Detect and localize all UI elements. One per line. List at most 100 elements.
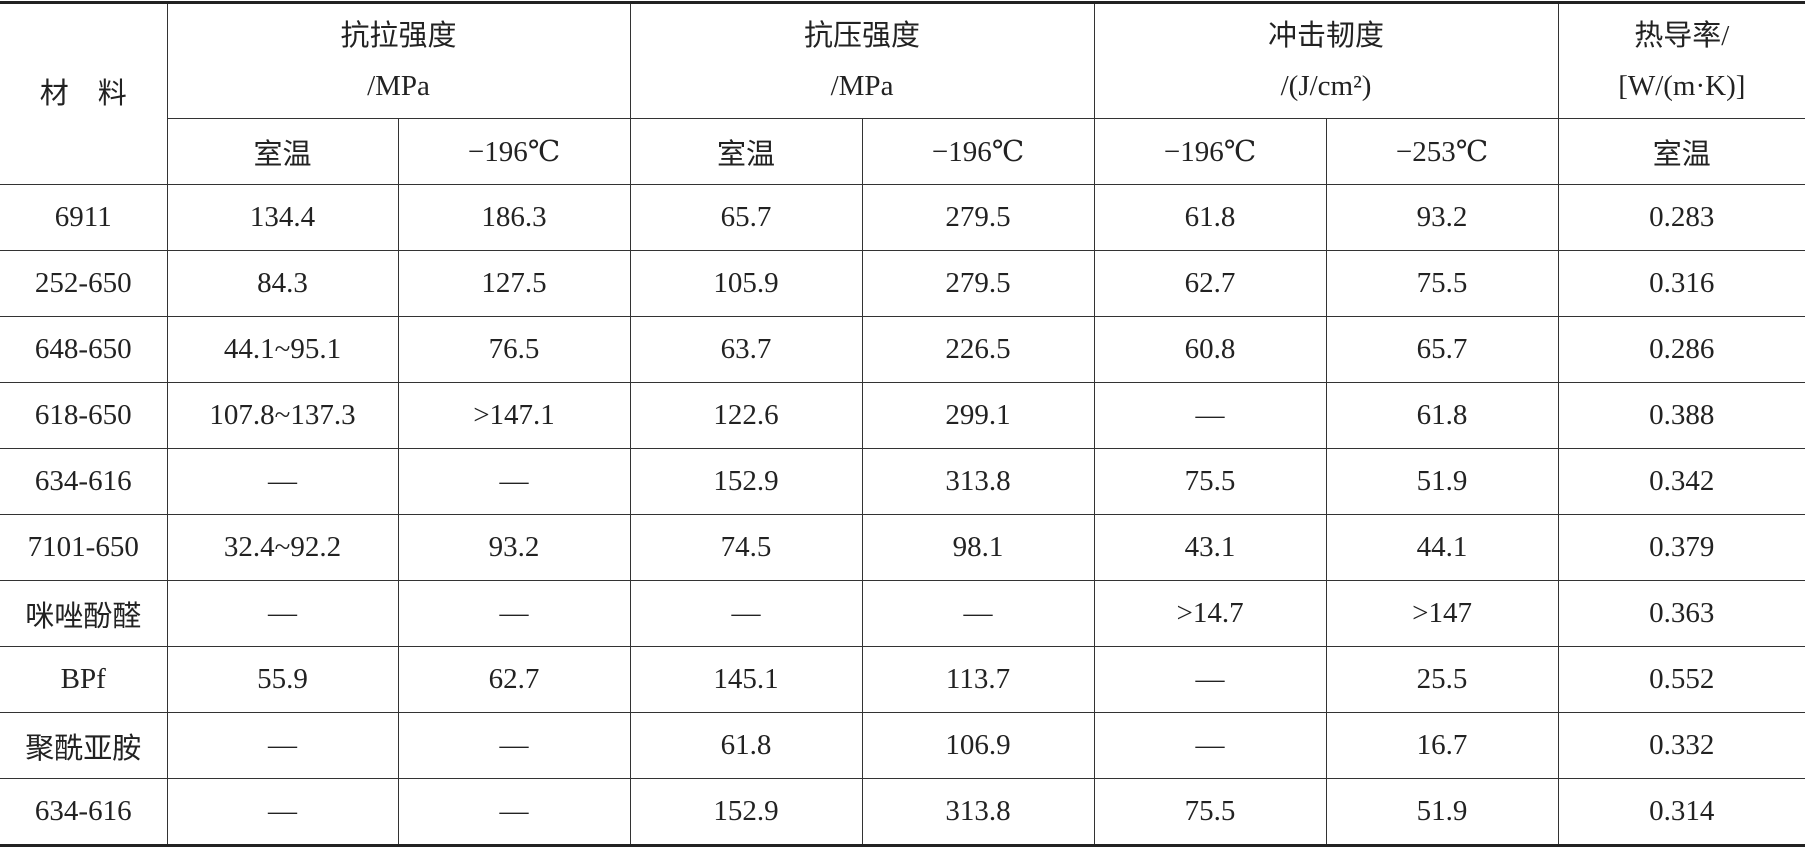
value-cell: 44.1~95.1 <box>166 316 399 383</box>
value-cell: 75.5 <box>1325 250 1559 317</box>
table-body: 6911 134.4 186.3 65.7 279.5 61.8 93.2 0.283 252-… <box>0 184 1805 847</box>
value-cell: 93.2 <box>397 514 631 581</box>
table-row: 咪唑酚醛 — — — — >14.7 >147 0.363 <box>0 580 1805 647</box>
value-cell: 0.363 <box>1557 580 1805 647</box>
value-cell: 106.9 <box>861 712 1095 779</box>
material-name: 6911 <box>0 184 168 251</box>
value-cell: 186.3 <box>397 184 631 251</box>
group-title: 抗压强度 <box>804 20 921 52</box>
table-row: 634-616— —152.9 313.8 75.5 51.9 0.342 <box>0 448 1805 515</box>
value-cell: 279.5 <box>861 184 1095 251</box>
material-name: BPf <box>0 646 168 713</box>
subheader: 室温 <box>1557 118 1805 185</box>
subheader-row: 室温 −196℃ 室温 −196℃ −196℃ −253℃ 室温 <box>0 118 1805 185</box>
table-row: 6911 134.4 186.3 65.7 279.5 61.8 93.2 0.283 <box>0 184 1805 251</box>
value-cell: 98.1 <box>861 514 1095 581</box>
table-row: 7101-650 32.4~92.2 93.2 74.5 98.1 43.1 44.1 0.3… <box>0 514 1805 581</box>
value-cell: — <box>629 580 863 647</box>
value-cell: 51.9 <box>1325 778 1559 847</box>
value-cell: 65.7 <box>1325 316 1559 383</box>
group-header: 抗压强度/MPa <box>629 1 1095 119</box>
value-cell: 113.7 <box>861 646 1095 713</box>
value-cell: 299.1 <box>861 382 1095 449</box>
group-unit: /(J/cm²) <box>1280 70 1372 102</box>
table-row: 618-650 107.8~137.3 >147.1 122.6 299.1—61.8 0… <box>0 382 1805 449</box>
value-cell: 55.9 <box>166 646 399 713</box>
value-cell: 62.7 <box>397 646 631 713</box>
table-row: 634-616— —152.9 313.8 75.5 51.9 0.314 <box>0 778 1805 847</box>
value-cell: 105.9 <box>629 250 863 317</box>
group-header: 抗拉强度/MPa <box>166 1 631 119</box>
value-cell: — <box>166 712 399 779</box>
value-cell: 61.8 <box>1093 184 1327 251</box>
value-cell: 279.5 <box>861 250 1095 317</box>
value-cell: 107.8~137.3 <box>166 382 399 449</box>
material-name: 618-650 <box>0 382 168 449</box>
value-cell: 0.552 <box>1557 646 1805 713</box>
value-cell: 61.8 <box>1325 382 1559 449</box>
value-cell: 0.342 <box>1557 448 1805 515</box>
subheader: −253℃ <box>1325 118 1559 185</box>
value-cell: 60.8 <box>1093 316 1327 383</box>
value-cell: — <box>1093 712 1327 779</box>
value-cell: — <box>397 712 631 779</box>
value-cell: 0.388 <box>1557 382 1805 449</box>
group-unit: /MPa <box>830 70 894 102</box>
value-cell: 0.316 <box>1557 250 1805 317</box>
value-cell: >14.7 <box>1093 580 1327 647</box>
group-title: 热导率/ <box>1634 20 1730 52</box>
material-name: 634-616 <box>0 778 168 847</box>
value-cell: 313.8 <box>861 448 1095 515</box>
value-cell: 51.9 <box>1325 448 1559 515</box>
value-cell: 313.8 <box>861 778 1095 847</box>
material-header: 材 料 <box>0 1 168 185</box>
material-name: 634-616 <box>0 448 168 515</box>
value-cell: 145.1 <box>629 646 863 713</box>
subheader: 室温 <box>167 118 399 185</box>
value-cell: — <box>166 580 399 647</box>
group-header: 冲击韧度 /(J/cm²) <box>1093 1 1559 119</box>
group-unit: [W/(m·K)] <box>1618 70 1746 102</box>
value-cell: 65.7 <box>629 184 863 251</box>
value-cell: 152.9 <box>629 448 863 515</box>
value-cell: — <box>166 778 399 847</box>
value-cell: 32.4~92.2 <box>166 514 399 581</box>
value-cell: 25.5 <box>1325 646 1559 713</box>
table-row: BPf 55.9 62.7 145.1 113.7—25.5 0.552 <box>0 646 1805 713</box>
value-cell: — <box>861 580 1095 647</box>
group-title: 冲击韧度 <box>1268 20 1385 52</box>
material-name: 252-650 <box>0 250 168 317</box>
group-header: 热导率/ [W/(m·K)] <box>1557 1 1805 119</box>
value-cell: >147 <box>1325 580 1559 647</box>
value-cell: 63.7 <box>629 316 863 383</box>
value-cell: 84.3 <box>166 250 399 317</box>
value-cell: 93.2 <box>1325 184 1559 251</box>
value-cell: 76.5 <box>397 316 631 383</box>
value-cell: 0.286 <box>1557 316 1805 383</box>
value-cell: 62.7 <box>1093 250 1327 317</box>
value-cell: 0.283 <box>1557 184 1805 251</box>
value-cell: — <box>1093 646 1327 713</box>
value-cell: — <box>397 448 631 515</box>
value-cell: 0.332 <box>1557 712 1805 779</box>
table-row: 252-650 84.3 127.5 105.9 279.5 62.7 75.5 0.316 <box>0 250 1805 317</box>
subheader: 室温 <box>629 118 863 185</box>
subheader: −196℃ <box>397 118 631 185</box>
value-cell: 74.5 <box>629 514 863 581</box>
header-row: 材 料 抗拉强度/MPa 抗压强度/MPa 冲击韧度/(J/cm²) 热导率/[W/(… <box>0 1 1805 185</box>
table-row: 聚酰亚胺 — —61.8 106.9—16.7 0.332 <box>0 712 1805 779</box>
table-head: 材 料 抗拉强度/MPa 抗压强度/MPa 冲击韧度/(J/cm²) 热导率/[W/(… <box>0 1 1805 185</box>
value-cell: 43.1 <box>1093 514 1327 581</box>
value-cell: 61.8 <box>629 712 863 779</box>
subheader: −196℃ <box>861 118 1095 185</box>
value-cell: 44.1 <box>1325 514 1559 581</box>
material-name: 聚酰亚胺 <box>0 712 168 779</box>
material-name: 7101-650 <box>0 514 168 581</box>
value-cell: 226.5 <box>861 316 1095 383</box>
value-cell: 0.379 <box>1557 514 1805 581</box>
value-cell: 0.314 <box>1557 778 1805 847</box>
value-cell: 16.7 <box>1325 712 1559 779</box>
value-cell: — <box>397 778 631 847</box>
value-cell: 122.6 <box>629 382 863 449</box>
